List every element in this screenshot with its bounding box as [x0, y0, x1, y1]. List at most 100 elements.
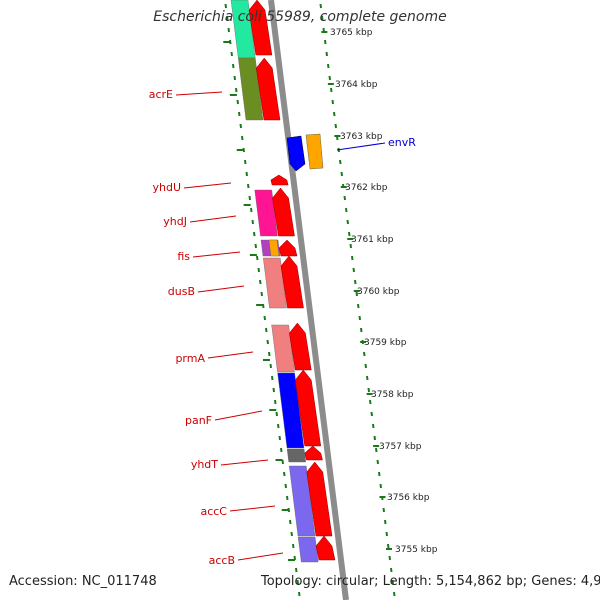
tick-dash-left [290, 531, 293, 537]
tick-dash-left [253, 231, 256, 237]
gene-label-panf: panF [185, 414, 212, 427]
tick-dash-left [266, 339, 269, 345]
leader-line [229, 505, 276, 512]
tick-dash-right [376, 459, 379, 465]
backbone-line [268, 0, 349, 600]
tick-dash-right [367, 387, 370, 393]
tick-label-3756: 3756 kbp [387, 493, 430, 503]
tick-dash-left [284, 483, 287, 489]
tick-label-3763: 3763 kbp [340, 132, 383, 142]
tick-dash-right [373, 435, 376, 441]
gene-label-accc: accC [200, 505, 227, 518]
tick-dash-left [269, 363, 272, 369]
tick-dash-right [393, 591, 396, 597]
tick-dash-left [235, 87, 238, 93]
cog-block [271, 324, 295, 373]
tick-label-3765: 3765 kbp [330, 28, 373, 38]
leader-line [220, 459, 269, 466]
tick-dash-right [384, 519, 387, 525]
genome-summary-text: Topology: circular; Length: 5,154,862 bp… [261, 574, 600, 589]
tick-dash-right [388, 555, 391, 561]
tick-dash-right [364, 363, 367, 369]
tick-dash-right [339, 159, 342, 165]
cog-block [238, 57, 264, 121]
tick-dash-left [232, 63, 235, 69]
tick-dash-left [292, 543, 295, 549]
cog-block [263, 257, 287, 309]
tick-dash-right [379, 483, 382, 489]
tick-dash-right [358, 315, 361, 321]
tick-dash-left [233, 75, 236, 81]
tick-dash-right [390, 567, 393, 573]
tick-dash-right [372, 423, 375, 429]
tick-dash-left [272, 387, 275, 393]
gene-arrows [248, 0, 336, 561]
leader-line [192, 251, 241, 258]
label-leaders [175, 91, 386, 561]
tick-dash-right [319, 3, 322, 9]
tick-dash-right [357, 303, 360, 309]
leader-line-envr [336, 142, 386, 151]
leader-line [237, 552, 284, 561]
cog-block [254, 189, 278, 237]
tick-dash-right [369, 399, 372, 405]
tick-dash-left [239, 123, 242, 129]
tick-dash-right [363, 351, 366, 357]
cog-band [230, 0, 319, 563]
cog-block [268, 239, 280, 257]
tick-dash-right [370, 411, 373, 417]
tick-dash-right [343, 195, 346, 201]
gene-arrow [294, 369, 322, 447]
tick-dash-right [331, 99, 334, 105]
gene-arrow [270, 174, 289, 186]
tick-dash-left [254, 243, 257, 249]
leader-line [189, 215, 237, 223]
tick-dash-left [244, 159, 247, 165]
tick-label-3755: 3755 kbp [395, 545, 438, 555]
tick-dash-right [334, 123, 337, 129]
tick-dash-left [275, 411, 278, 417]
tick-dash-left [274, 399, 277, 405]
gene-label-dusb: dusB [168, 285, 195, 298]
tick-dash-right [366, 375, 369, 381]
tick-dash-right [378, 471, 381, 477]
gene-label-yhdu: yhdU [152, 181, 181, 194]
tick-dash-left [286, 495, 289, 501]
tick-dash-left [245, 171, 248, 177]
gene-arrow [315, 535, 336, 561]
tick-dash-right [351, 255, 354, 261]
tick-label-3761: 3761 kbp [351, 235, 394, 245]
tick-label-3758: 3758 kbp [371, 390, 414, 400]
tick-dash-right [330, 87, 333, 93]
tick-dash-left [265, 327, 268, 333]
tick-dash-right [328, 75, 331, 81]
tick-dash-right [324, 39, 327, 45]
cog-block [277, 372, 305, 449]
leader-line [175, 91, 223, 96]
tick-dash-left [241, 135, 244, 141]
tick-dash-right [321, 15, 324, 21]
tick-dash-right [382, 507, 385, 513]
tick-dash-right [391, 579, 394, 585]
tick-dash-left [260, 291, 263, 297]
tick-dash-right [360, 327, 363, 333]
tick-dash-left [227, 27, 230, 33]
gene-label-accb: accB [209, 554, 235, 567]
tick-dash-left [295, 567, 298, 573]
tick-dash-left [281, 459, 284, 465]
tick-dash-left [289, 519, 292, 525]
tick-lines [223, 3, 396, 597]
tick-label-3759: 3759 kbp [364, 338, 407, 348]
tick-dash-left [257, 267, 260, 273]
gene-label-prma: prmA [175, 352, 205, 365]
gene-label-fis: fis [177, 250, 190, 263]
gene-label-yhdj: yhdJ [163, 215, 187, 228]
gene-arrow [278, 239, 298, 257]
tick-dash-left [256, 255, 259, 261]
tick-dash-left [224, 3, 227, 9]
leader-line [183, 182, 232, 189]
tick-dash-right [348, 231, 351, 237]
tick-dash-left [263, 315, 266, 321]
tick-dash-right [349, 243, 352, 249]
tick-dash-left [296, 579, 299, 585]
